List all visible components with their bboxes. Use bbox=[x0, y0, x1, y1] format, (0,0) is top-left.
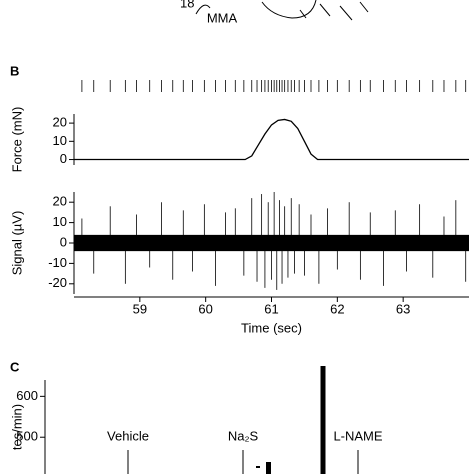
x-tick-label: 60 bbox=[198, 301, 212, 316]
annotation: L-NAME bbox=[333, 428, 382, 443]
top-number: 18 bbox=[180, 0, 194, 10]
y-axis-title: tes/min) bbox=[9, 404, 24, 450]
x-tick-label: 62 bbox=[330, 301, 344, 316]
y-tick-label: 20 bbox=[53, 194, 67, 209]
y-tick-label: -10 bbox=[48, 255, 67, 270]
y-tick-label: 600 bbox=[16, 388, 38, 403]
y-tick-label: 0 bbox=[60, 151, 67, 166]
mark bbox=[266, 462, 271, 474]
annotation: Vehicle bbox=[107, 428, 149, 443]
y-tick-label: 10 bbox=[53, 133, 67, 148]
force-line bbox=[74, 118, 469, 161]
panel-label: B bbox=[10, 63, 19, 78]
y-axis-title: Signal (µV) bbox=[9, 211, 24, 276]
top-label: MMA bbox=[207, 10, 238, 25]
mark bbox=[256, 466, 260, 468]
y-tick-label: 10 bbox=[53, 214, 67, 229]
x-tick-label: 59 bbox=[133, 301, 147, 316]
x-tick-label: 61 bbox=[264, 301, 278, 316]
x-axis-title: Time (sec) bbox=[241, 320, 302, 335]
y-tick-label: 500 bbox=[16, 429, 38, 444]
y-tick-label: -20 bbox=[48, 275, 67, 290]
y-tick-label: 0 bbox=[60, 234, 67, 249]
y-axis-title: Force (mN) bbox=[9, 107, 24, 173]
y-tick-label: 20 bbox=[53, 115, 67, 130]
annotation: Na₂S bbox=[228, 428, 259, 443]
panel-label: C bbox=[10, 359, 20, 374]
x-tick-label: 63 bbox=[396, 301, 410, 316]
top-drawing bbox=[195, 0, 369, 21]
